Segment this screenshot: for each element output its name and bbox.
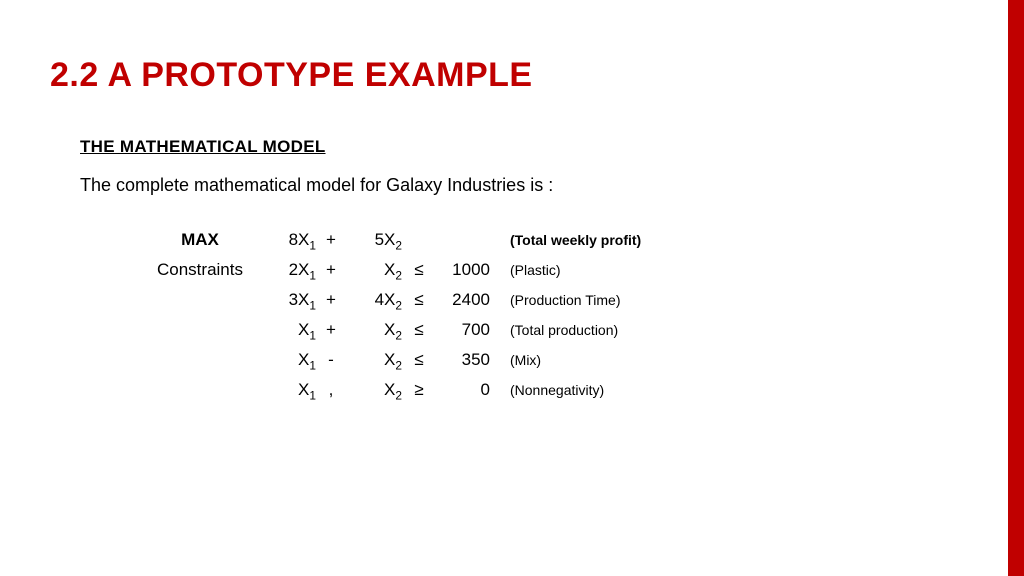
row-description: (Production Time) [490, 289, 620, 312]
term-x2: X2 [346, 346, 402, 376]
rhs-value: 350 [436, 346, 490, 374]
accent-bar [1008, 0, 1024, 576]
term-x1: 2X1 [260, 256, 316, 286]
term-x1: X1 [260, 316, 316, 346]
relation: ≤ [402, 256, 436, 284]
row-description: (Mix) [490, 349, 541, 372]
rhs-value: 1000 [436, 256, 490, 284]
row-label: Constraints [140, 256, 260, 284]
model-table: MAX8X1+5X2(Total weekly profit)Constrain… [140, 226, 974, 406]
model-row: X1,X2≥0(Nonnegativity) [140, 376, 974, 406]
model-row: X1+X2≤700(Total production) [140, 316, 974, 346]
operator: + [316, 256, 346, 284]
term-x1: X1 [260, 376, 316, 406]
term-x2: X2 [346, 316, 402, 346]
operator: + [316, 286, 346, 314]
row-description: (Nonnegativity) [490, 379, 604, 402]
row-description: (Plastic) [490, 259, 561, 282]
operator: - [316, 346, 346, 374]
relation: ≤ [402, 286, 436, 314]
term-x1: X1 [260, 346, 316, 376]
relation: ≤ [402, 346, 436, 374]
operator: + [316, 226, 346, 254]
slide-title: 2.2 A PROTOTYPE EXAMPLE [50, 56, 974, 95]
operator: + [316, 316, 346, 344]
model-row: X1-X2≤350(Mix) [140, 346, 974, 376]
model-row: MAX8X1+5X2 (Total weekly profit) [140, 226, 974, 256]
model-row: 3X1+4X2≤2400(Production Time) [140, 286, 974, 316]
term-x2: 5X2 [346, 226, 402, 256]
row-description: (Total weekly profit) [490, 229, 641, 252]
slide-content: 2.2 A PROTOTYPE EXAMPLE THE MATHEMATICAL… [0, 0, 1024, 406]
relation: ≤ [402, 316, 436, 344]
term-x2: X2 [346, 376, 402, 406]
model-row: Constraints2X1+X2≤1000(Plastic) [140, 256, 974, 286]
intro-text: The complete mathematical model for Gala… [80, 175, 974, 196]
relation: ≥ [402, 376, 436, 404]
row-label: MAX [140, 226, 260, 254]
rhs-value: 700 [436, 316, 490, 344]
rhs-value: 2400 [436, 286, 490, 314]
term-x1: 3X1 [260, 286, 316, 316]
term-x2: 4X2 [346, 286, 402, 316]
term-x1: 8X1 [260, 226, 316, 256]
row-description: (Total production) [490, 319, 618, 342]
operator: , [316, 376, 346, 404]
rhs-value: 0 [436, 376, 490, 404]
slide-subtitle: THE MATHEMATICAL MODEL [80, 137, 974, 157]
term-x2: X2 [346, 256, 402, 286]
